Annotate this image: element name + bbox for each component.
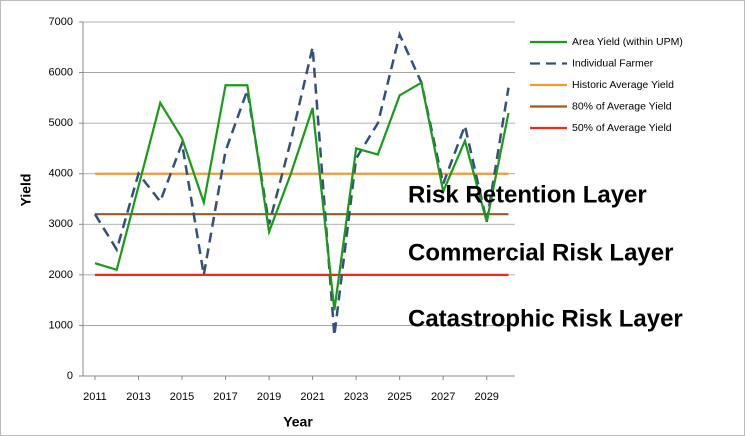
x-tick-label: 2019: [257, 391, 281, 403]
legend-label: Historic Average Yield: [572, 79, 674, 91]
x-tick-label: 2023: [344, 391, 368, 403]
y-tick-label: 3000: [49, 218, 73, 230]
legend-label: 80% of Average Yield: [572, 100, 672, 112]
y-tick-label: 4000: [49, 168, 73, 180]
legend-label: Individual Farmer: [572, 57, 654, 69]
x-tick-label: 2029: [474, 391, 498, 403]
x-tick-label: 2027: [431, 391, 455, 403]
x-tick-label: 2025: [387, 391, 411, 403]
x-tick-label: 2017: [213, 391, 237, 403]
legend-label: 50% of Average Yield: [572, 122, 672, 134]
x-tick-label: 2013: [126, 391, 150, 403]
series-line: [94, 80, 510, 311]
y-axis-label: Yield: [18, 174, 34, 207]
x-tick-label: 2011: [83, 391, 107, 403]
annotation: Commercial Risk Layer: [408, 239, 673, 266]
y-tick-label: 7000: [49, 16, 73, 28]
annotation: Catastrophic Risk Layer: [408, 305, 683, 332]
legend-label: Area Yield (within UPM): [572, 36, 683, 48]
series-line: [93, 30, 510, 336]
y-tick-label: 1000: [49, 319, 73, 331]
y-tick-label: 6000: [49, 66, 73, 78]
y-tick-label: 5000: [49, 117, 73, 129]
x-tick-label: 2015: [170, 391, 194, 403]
y-tick-label: 0: [67, 370, 73, 382]
annotation: Risk Retention Layer: [408, 181, 647, 208]
x-tick-label: 2021: [300, 391, 324, 403]
x-axis-label: Year: [283, 414, 313, 430]
y-tick-label: 2000: [49, 269, 73, 281]
